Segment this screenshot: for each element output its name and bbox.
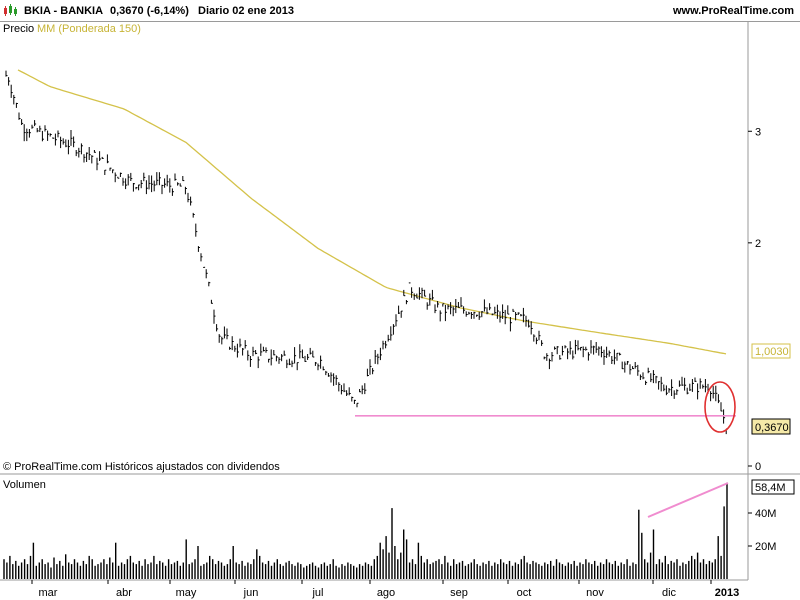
price-change-label: 0,3670 (-6,14%): [110, 5, 189, 17]
title-bar: BKIA - BANKIA 0,3670 (-6,14%) Diario 02 …: [0, 0, 800, 22]
x-tick-label: jul: [311, 587, 323, 599]
last-price-label: 0,3670: [755, 422, 789, 434]
volume-y-axis: 40M 20M: [748, 508, 776, 553]
volume-y-tick-label: 20M: [755, 541, 776, 553]
copyright-label: © ProRealTime.com Históricos ajustados c…: [3, 461, 280, 473]
x-tick-label: mar: [39, 587, 58, 599]
price-panel-label: Precio: [3, 23, 34, 35]
x-tick-label: abr: [116, 587, 132, 599]
price-y-tick-label: 0: [755, 461, 761, 473]
price-y-tick-label: 2: [755, 238, 761, 250]
ma-legend-label: MM (Ponderada 150): [37, 23, 141, 35]
price-bars: [5, 70, 728, 435]
price-y-axis: 3 2 0: [748, 126, 761, 473]
volume-trend-line: [647, 482, 729, 518]
volume-max-box: [751, 479, 795, 495]
price-volume-chart[interactable]: Precio MM (Ponderada 150) © ProRealTime.…: [0, 22, 800, 600]
ma-line: [17, 69, 727, 355]
volume-bars: [3, 482, 728, 579]
ma-value-label: 1,0030: [755, 346, 789, 358]
x-tick-label: may: [176, 587, 197, 599]
last-price-box: [751, 418, 791, 435]
period-label: Diario 02 ene 2013: [198, 5, 295, 17]
x-tick-label: nov: [586, 587, 604, 599]
highlight-circle: [704, 381, 736, 433]
x-tick-label: jun: [243, 587, 259, 599]
volume-y-tick-label: 40M: [755, 508, 776, 520]
volume-max-label: 58,4M: [755, 482, 786, 494]
volume-panel-label: Volumen: [3, 479, 46, 491]
x-tick-label: ago: [377, 587, 395, 599]
candlestick-logo-icon: [4, 4, 17, 16]
price-y-tick-label: 3: [755, 126, 761, 138]
x-tick-label: 2013: [715, 587, 739, 599]
x-tick-label: sep: [450, 587, 468, 599]
site-link[interactable]: www.ProRealTime.com: [672, 5, 794, 17]
ticker-label: BKIA - BANKIA: [24, 5, 104, 17]
ma-value-box: [751, 343, 791, 359]
x-tick-label: dic: [662, 587, 677, 599]
x-axis: mar abr may jun jul ago sep oct nov dic 2013: [31, 580, 739, 599]
x-tick-label: oct: [517, 587, 532, 599]
